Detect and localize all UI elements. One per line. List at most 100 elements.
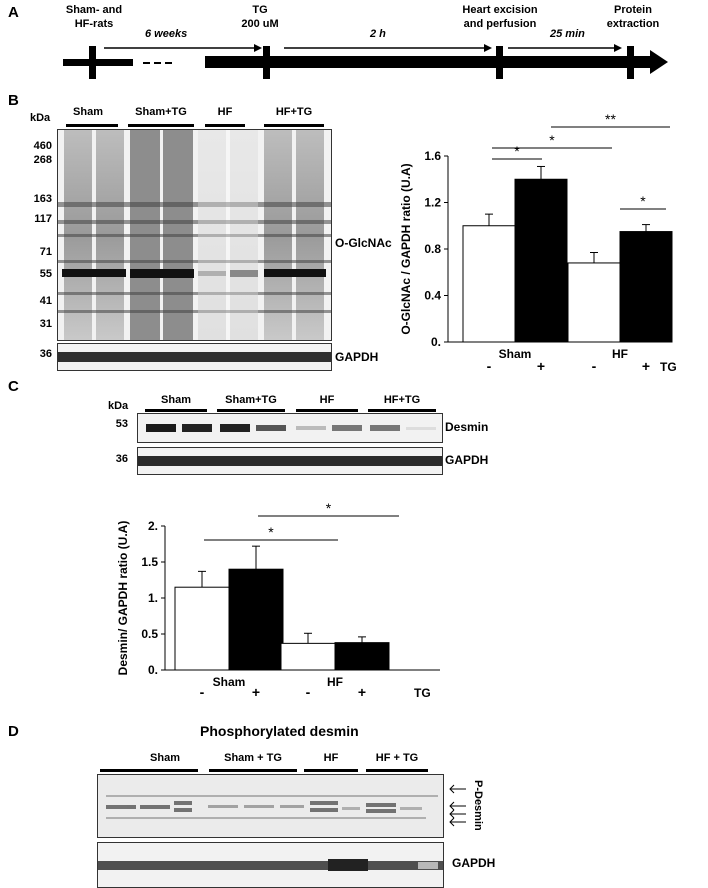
significance-marker: * [640,193,646,209]
mw-marker: 36 [39,348,52,360]
panel-c-letter: C [8,378,19,395]
x-group-label: Sham [213,675,246,689]
arrow-left-icon [449,817,466,827]
interval-label: 25 min [550,28,585,40]
desmin-blot-image [137,413,443,443]
lane-group-label: HF+TG [383,394,421,406]
mw-marker: 268 [33,154,52,166]
mw-marker: 36 [115,453,128,465]
timeline-tick [496,46,503,79]
event-label: Protein extraction [606,4,660,30]
bar [228,568,284,671]
x-group-label: HF [612,347,628,361]
x-category-label: - [306,684,311,698]
timeline-tick [89,46,96,79]
timeline-arrowhead [650,50,668,74]
oglcnac-blot-image [57,129,332,341]
y-tick-label: 0.5 [141,627,158,641]
mw-marker: 41 [39,295,52,307]
gapdh-blot-image-b [57,343,332,371]
y-axis-title: Desmin/ GAPDH ratio (U.A) [116,521,130,676]
gapdh-label-b: GAPDH [335,350,379,364]
lane-group-label: Sham [150,752,180,764]
x-category-label: + [537,358,545,374]
x-category-label: + [252,684,260,698]
lane-group-bar [264,124,324,127]
arrow-left-icon [449,801,466,811]
chart-desmin: 0. 0.5 1. 1.5 2. Desmin/ GAPDH ratio (U.A) - + -… [116,500,440,698]
bar [619,231,673,343]
y-tick-label: 0. [148,663,158,677]
bar [174,586,230,671]
lane-group-label: Sham + TG [224,752,282,764]
x-group-label: Sham [499,347,532,361]
x-category-label: + [642,358,650,374]
y-tick-label: 0. [431,335,441,349]
tg-label: TG [414,686,431,698]
significance-marker: * [268,524,274,540]
lane-group-label: HF [217,106,233,118]
significance-marker: * [514,143,520,159]
lane-group-bar [100,769,198,772]
lane-group-bar [368,409,436,412]
lane-group-label: HF+TG [275,106,313,118]
timeline-tick [627,46,634,79]
oglcnac-label: O-GlcNAc [335,236,392,250]
pdesmin-label: P-Desmin [472,780,484,831]
kda-label: kDa [108,400,129,412]
timeline-tick [263,46,270,79]
y-tick-label: 1.5 [141,555,158,569]
tg-label: TG [660,360,677,374]
kda-label: kDa [30,112,51,124]
x-category-label: - [592,358,597,374]
mw-marker: 163 [33,193,52,205]
mw-marker: 55 [39,268,52,280]
lane-group-bar [128,124,194,127]
bar [514,178,568,343]
lane-group-label: HF [319,394,335,406]
bar [334,642,390,671]
event-label: TG 200 uM [241,4,279,30]
mw-marker: 117 [34,213,52,225]
lane-group-bar [209,769,297,772]
desmin-label: Desmin [445,420,489,434]
pdesmin-arrows [449,784,466,827]
lane-group-bar [66,124,118,127]
gapdh-label-c: GAPDH [445,453,489,467]
gapdh-label-d: GAPDH [452,856,496,870]
y-tick-label: 2. [148,519,158,533]
timeline-pre-segment [63,59,133,66]
panel-b-letter: B [8,92,19,109]
lane-group-label: HF [323,752,339,764]
arrow-left-icon [449,809,466,819]
lane-group-label: Sham+TG [225,394,277,406]
gapdh-blot-image-c [137,447,443,475]
lane-group-label: Sham [73,106,103,118]
lane-group-bar [205,124,245,127]
x-group-label: HF [327,675,343,689]
lane-group-bar [217,409,285,412]
chart-oglcnac: 0. 0.4 0.8 1.2 1.6 O-GlcNAc / GAPDH ratio (U.… [399,111,677,374]
y-tick-label: 1.6 [424,149,441,163]
y-tick-label: 0.8 [424,242,441,256]
panel-a-letter: A [8,4,19,21]
significance-marker: * [549,132,555,148]
pdesmin-blot-image [97,774,444,838]
mw-marker: 460 [33,140,52,152]
lane-group-bar [304,769,358,772]
bar [280,642,336,671]
event-label: Sham- and HF-rats [65,4,123,30]
timeline-diagram [63,44,668,79]
lane-group-label: Sham [161,394,191,406]
significance-marker: ** [605,111,616,127]
y-tick-label: 1. [148,591,158,605]
gapdh-blot-image-d [97,842,444,888]
x-category-label: + [358,684,366,698]
y-axis-title: O-GlcNAc / GAPDH ratio (U.A) [399,163,413,334]
lane-group-bar [145,409,207,412]
panel-d-letter: D [8,723,19,740]
panel-d-title: Phosphorylated desmin [200,723,359,739]
timeline-main-bar [205,56,655,68]
lane-group-label: HF + TG [375,752,419,764]
mw-marker: 71 [39,246,52,258]
